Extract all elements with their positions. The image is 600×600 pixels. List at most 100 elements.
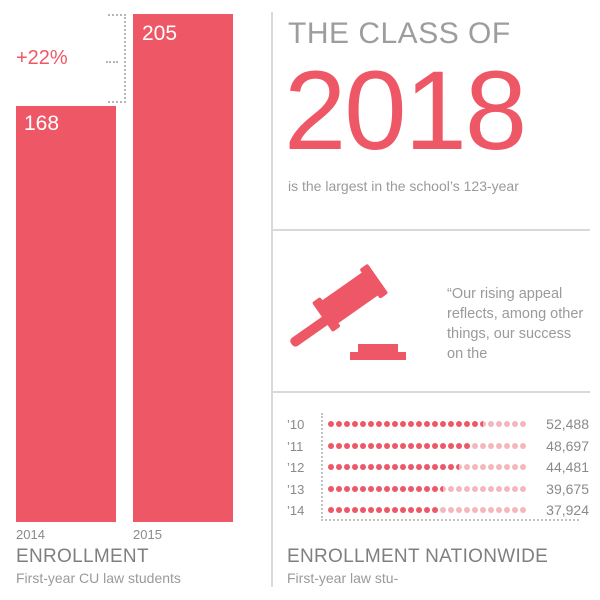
dot — [504, 464, 510, 470]
dot — [400, 464, 406, 470]
dot — [376, 421, 382, 427]
dot — [328, 464, 334, 470]
dot — [416, 421, 422, 427]
growth-bracket-tick — [106, 61, 118, 63]
dot — [360, 507, 366, 513]
dot — [400, 507, 406, 513]
dot — [504, 443, 510, 449]
dot — [424, 486, 430, 492]
dot-chart-frame — [321, 413, 579, 521]
growth-bracket — [108, 14, 126, 103]
bar-2014 — [16, 105, 116, 522]
dot — [360, 486, 366, 492]
dot — [496, 421, 502, 427]
dot — [464, 507, 470, 513]
dot — [432, 486, 438, 492]
row-value-14: 37,924 — [546, 502, 589, 518]
row-value-12: 44,481 — [546, 459, 589, 475]
nationwide-subtitle: First-year law stu- — [287, 570, 399, 586]
dot — [376, 507, 382, 513]
dot — [408, 443, 414, 449]
dot — [416, 486, 422, 492]
dot — [456, 464, 462, 470]
dot — [464, 443, 470, 449]
dot — [472, 421, 478, 427]
dot — [448, 486, 454, 492]
dot — [400, 443, 406, 449]
dot — [496, 507, 502, 513]
dot — [376, 464, 382, 470]
dot — [440, 421, 446, 427]
dot — [368, 443, 374, 449]
dot — [488, 421, 494, 427]
dot — [376, 443, 382, 449]
dot — [520, 507, 526, 513]
dot — [408, 421, 414, 427]
dot — [496, 486, 502, 492]
dot — [352, 443, 358, 449]
dot — [432, 443, 438, 449]
dot — [328, 486, 334, 492]
dot — [336, 421, 342, 427]
dot — [472, 486, 478, 492]
dot — [344, 486, 350, 492]
dot — [336, 507, 342, 513]
dot — [488, 464, 494, 470]
dot — [456, 421, 462, 427]
dot — [352, 507, 358, 513]
dot — [432, 421, 438, 427]
dot — [416, 464, 422, 470]
dot — [368, 486, 374, 492]
dot — [480, 443, 486, 449]
dot — [480, 464, 486, 470]
dot — [504, 486, 510, 492]
headline-subline: is the largest in the school’s 123-year — [288, 178, 519, 194]
dot — [472, 464, 478, 470]
dot — [392, 486, 398, 492]
dot — [384, 486, 390, 492]
dot — [520, 443, 526, 449]
dot — [456, 443, 462, 449]
dot — [328, 507, 334, 513]
x-tick-2014: 2014 — [16, 527, 45, 542]
row-value-13: 39,675 — [546, 481, 589, 497]
dot — [456, 486, 462, 492]
dot — [448, 464, 454, 470]
dot — [464, 486, 470, 492]
dot — [392, 464, 398, 470]
dot — [344, 507, 350, 513]
row-label-12: ’12 — [287, 460, 305, 475]
dot — [496, 464, 502, 470]
dot — [480, 486, 486, 492]
dot — [480, 421, 486, 427]
growth-annotation: +22% — [16, 47, 68, 69]
dot — [496, 443, 502, 449]
dot — [368, 421, 374, 427]
dot — [400, 421, 406, 427]
dot — [328, 421, 334, 427]
dot — [432, 464, 438, 470]
dot — [384, 421, 390, 427]
headline-prefix: THE CLASS OF — [288, 17, 511, 50]
bar-label-2014: 168 — [24, 112, 60, 135]
dot — [424, 507, 430, 513]
dot — [408, 507, 414, 513]
dot — [520, 421, 526, 427]
row-label-13: ’13 — [287, 482, 305, 497]
dot — [384, 464, 390, 470]
dot — [352, 486, 358, 492]
dot — [488, 507, 494, 513]
dot — [384, 507, 390, 513]
row-label-14: ’14 — [287, 503, 305, 518]
dot — [408, 464, 414, 470]
dot — [344, 421, 350, 427]
dot — [344, 464, 350, 470]
dot — [520, 464, 526, 470]
quote-text: “Our rising appeal reflects, among other… — [447, 286, 584, 362]
dot — [440, 507, 446, 513]
nationwide-title: ENROLLMENT NATIONWIDE — [287, 546, 549, 567]
dot — [512, 507, 518, 513]
dot — [376, 486, 382, 492]
dot — [352, 421, 358, 427]
dot — [344, 443, 350, 449]
